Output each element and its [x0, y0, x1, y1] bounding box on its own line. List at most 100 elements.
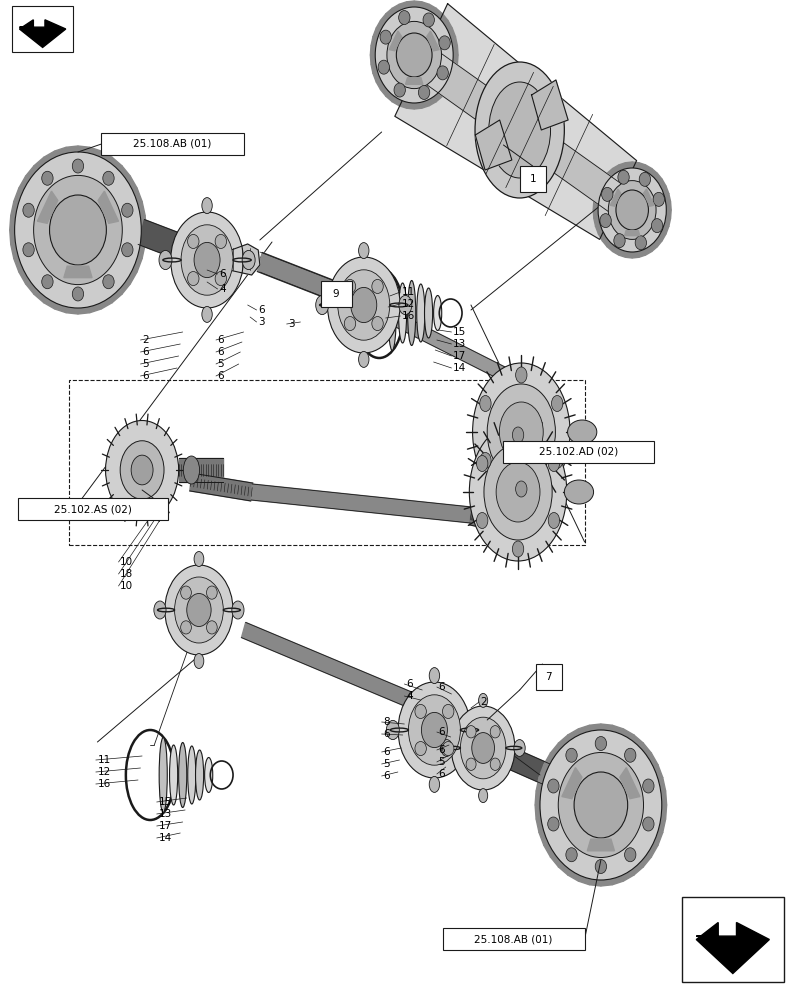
- Polygon shape: [610, 189, 620, 206]
- Polygon shape: [135, 243, 145, 259]
- Polygon shape: [550, 743, 562, 758]
- Polygon shape: [446, 71, 455, 82]
- Polygon shape: [648, 241, 656, 252]
- Ellipse shape: [187, 272, 199, 286]
- Polygon shape: [370, 55, 377, 64]
- Ellipse shape: [122, 243, 133, 257]
- Polygon shape: [602, 173, 611, 184]
- Text: 1: 1: [529, 174, 535, 184]
- Polygon shape: [646, 842, 657, 857]
- Ellipse shape: [624, 748, 635, 762]
- Ellipse shape: [103, 275, 114, 289]
- Polygon shape: [448, 63, 457, 73]
- Polygon shape: [642, 165, 651, 175]
- Polygon shape: [432, 90, 442, 102]
- Ellipse shape: [513, 740, 525, 756]
- Polygon shape: [620, 729, 633, 742]
- Polygon shape: [19, 176, 31, 192]
- Text: 14: 14: [453, 363, 466, 373]
- Polygon shape: [611, 725, 623, 736]
- Polygon shape: [427, 95, 436, 106]
- Polygon shape: [651, 764, 662, 780]
- Polygon shape: [354, 294, 521, 388]
- Ellipse shape: [327, 257, 400, 353]
- Ellipse shape: [598, 168, 666, 252]
- Ellipse shape: [187, 746, 195, 804]
- Text: 6: 6: [258, 305, 264, 315]
- Ellipse shape: [466, 726, 475, 738]
- Ellipse shape: [478, 693, 487, 707]
- Ellipse shape: [180, 586, 191, 599]
- Polygon shape: [399, 98, 407, 108]
- Ellipse shape: [242, 250, 255, 270]
- Polygon shape: [663, 210, 671, 218]
- Polygon shape: [600, 877, 611, 886]
- Ellipse shape: [478, 789, 487, 803]
- Text: 25.102.AS (02): 25.102.AS (02): [54, 504, 131, 514]
- Polygon shape: [638, 852, 650, 867]
- Ellipse shape: [202, 198, 212, 214]
- Bar: [503, 441, 653, 463]
- Ellipse shape: [398, 295, 411, 315]
- Ellipse shape: [206, 586, 217, 599]
- Polygon shape: [370, 46, 377, 55]
- Polygon shape: [427, 31, 439, 51]
- Ellipse shape: [408, 695, 460, 765]
- Ellipse shape: [442, 704, 453, 718]
- Ellipse shape: [393, 83, 405, 97]
- Ellipse shape: [557, 752, 642, 857]
- Ellipse shape: [120, 441, 164, 499]
- Ellipse shape: [159, 250, 172, 270]
- Ellipse shape: [215, 234, 226, 248]
- Polygon shape: [414, 44, 526, 146]
- Text: 25.102.AD (02): 25.102.AD (02): [539, 447, 617, 457]
- Polygon shape: [534, 791, 542, 805]
- Ellipse shape: [174, 577, 223, 643]
- Polygon shape: [600, 724, 611, 733]
- Polygon shape: [10, 230, 17, 245]
- Ellipse shape: [206, 621, 217, 634]
- Polygon shape: [135, 201, 145, 217]
- Polygon shape: [646, 753, 657, 768]
- Ellipse shape: [350, 287, 376, 323]
- Text: 17: 17: [453, 351, 466, 361]
- Ellipse shape: [49, 195, 106, 265]
- Polygon shape: [663, 202, 671, 210]
- Ellipse shape: [440, 740, 452, 756]
- Text: 6: 6: [438, 745, 444, 755]
- Ellipse shape: [178, 742, 187, 808]
- Polygon shape: [125, 268, 137, 284]
- Ellipse shape: [551, 452, 562, 468]
- Polygon shape: [34, 288, 47, 303]
- Ellipse shape: [573, 772, 627, 838]
- Polygon shape: [469, 505, 495, 530]
- Ellipse shape: [488, 82, 550, 178]
- Polygon shape: [420, 98, 429, 108]
- Polygon shape: [651, 830, 662, 846]
- Text: 5: 5: [142, 359, 148, 369]
- Polygon shape: [11, 243, 20, 259]
- Polygon shape: [612, 165, 620, 175]
- Text: 5: 5: [438, 757, 444, 767]
- Polygon shape: [394, 4, 636, 239]
- Polygon shape: [550, 852, 562, 867]
- Ellipse shape: [594, 736, 606, 750]
- Text: 16: 16: [97, 779, 110, 789]
- Polygon shape: [539, 830, 549, 846]
- Polygon shape: [44, 296, 57, 309]
- Polygon shape: [589, 724, 600, 733]
- Polygon shape: [593, 210, 599, 218]
- Polygon shape: [629, 735, 642, 749]
- Polygon shape: [88, 301, 101, 313]
- Polygon shape: [66, 146, 78, 155]
- Polygon shape: [594, 186, 603, 196]
- Polygon shape: [513, 116, 624, 214]
- Text: 7: 7: [545, 672, 551, 682]
- Ellipse shape: [551, 395, 562, 412]
- Text: 15: 15: [158, 797, 171, 807]
- Ellipse shape: [476, 512, 487, 528]
- Polygon shape: [225, 244, 260, 275]
- Ellipse shape: [547, 456, 559, 472]
- Polygon shape: [652, 173, 661, 184]
- Ellipse shape: [601, 187, 612, 201]
